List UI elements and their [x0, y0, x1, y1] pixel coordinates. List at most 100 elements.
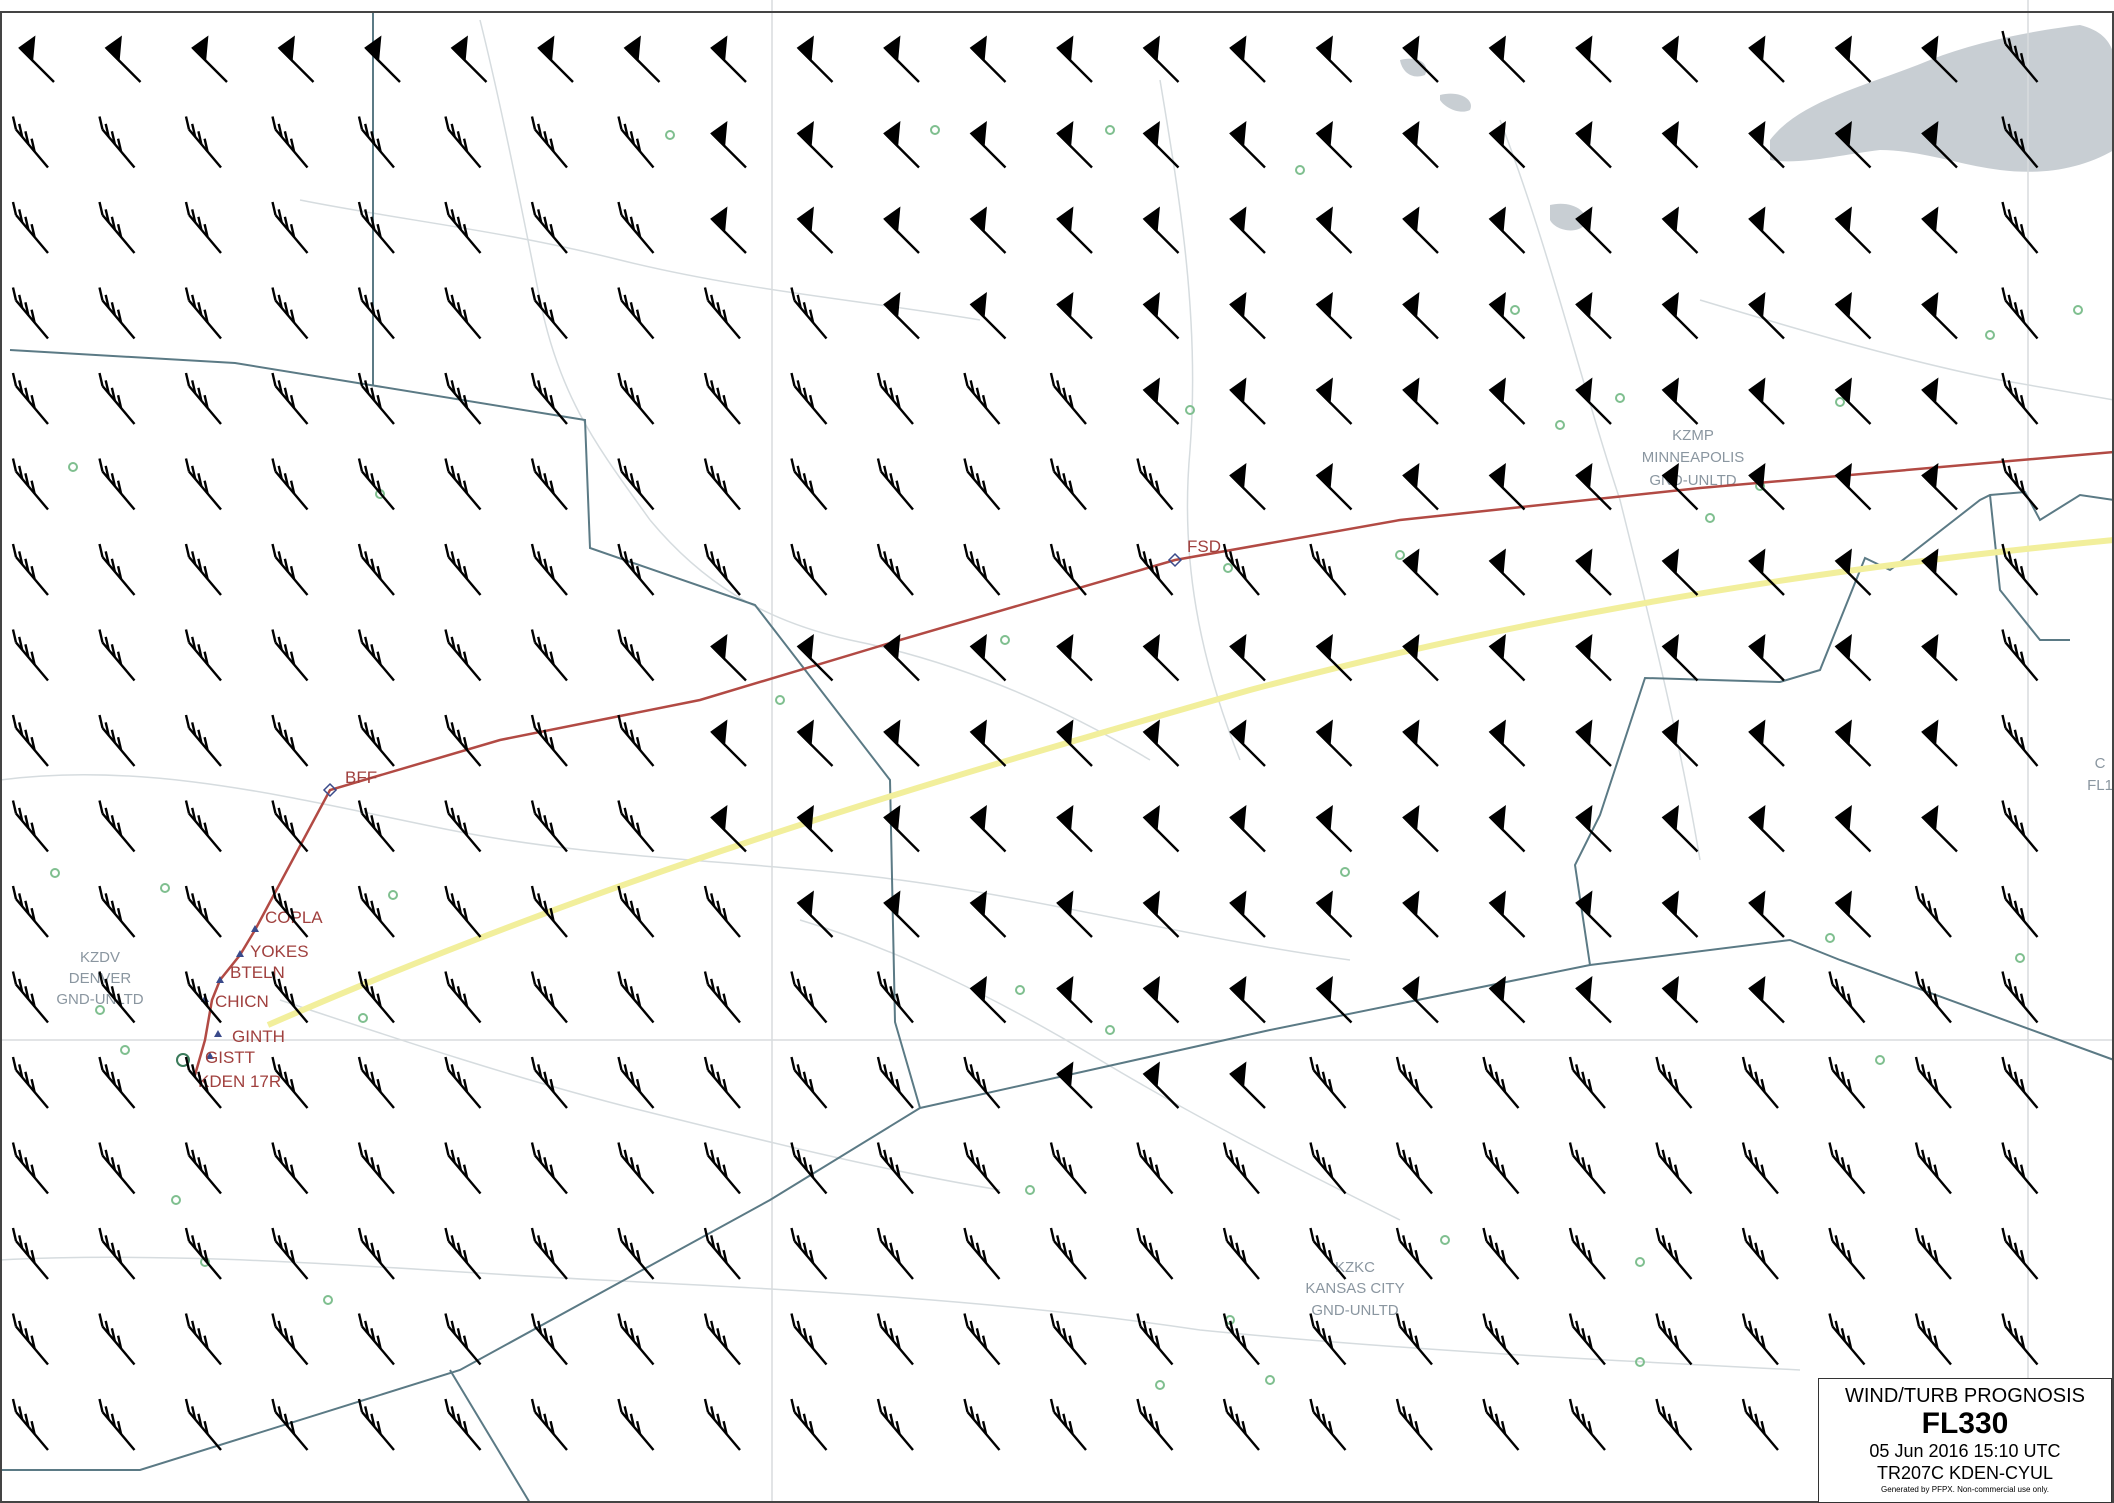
wind-barb [530, 1313, 568, 1366]
wind-barb [1142, 121, 1180, 169]
wind-barb [357, 201, 395, 254]
wind-barb [1655, 1142, 1693, 1195]
wind-barb [710, 35, 747, 83]
wind-barb [1222, 1142, 1260, 1195]
wind-barb [617, 287, 655, 340]
wind-barb [876, 458, 914, 511]
wind-barb [271, 372, 309, 425]
wind-barb [1402, 463, 1439, 511]
wind-barb [271, 116, 309, 169]
wind-barb [617, 458, 655, 511]
wind-barb [1834, 634, 1872, 682]
wind-barb [1828, 1227, 1866, 1280]
wind-barb [271, 287, 309, 340]
wind-barb [1488, 634, 1526, 682]
wind-barb [1748, 35, 1785, 83]
wind-barb [530, 971, 568, 1024]
airport-marker [50, 868, 60, 878]
wind-barb [357, 1142, 395, 1195]
wind-barb [1921, 548, 1958, 596]
fir-label-edge: C FL1 [2087, 755, 2113, 794]
wind-barb [184, 714, 222, 767]
airport-marker [1223, 563, 1233, 573]
wind-barb [530, 1227, 568, 1280]
wind-barb [1056, 292, 1093, 340]
wind-barb [1315, 35, 1353, 83]
wind-barb [1402, 121, 1439, 169]
legend-box: WIND/TURB PROGNOSIS FL330 05 Jun 2016 15… [1818, 1378, 2112, 1503]
wind-barb [790, 971, 828, 1024]
wind-barb [2001, 1142, 2039, 1195]
waypoint-label-bff: BFF [345, 768, 377, 787]
airport-marker [1835, 397, 1845, 407]
wind-barb [1834, 377, 1872, 425]
wind-barb [1828, 971, 1866, 1024]
wind-barb [1575, 35, 1612, 83]
wind-barb [2001, 885, 2039, 938]
airport-marker [1615, 393, 1625, 403]
wind-barb [11, 116, 49, 169]
wind-barb [1488, 206, 1526, 254]
wind-barb [703, 543, 741, 596]
wind-barb [1056, 634, 1093, 682]
wind-barb [969, 719, 1007, 767]
wind-barb [444, 372, 482, 425]
wind-barb [1136, 1398, 1174, 1451]
wind-barb [1049, 458, 1087, 511]
wind-barb [796, 805, 834, 853]
wind-barb [1655, 1056, 1693, 1109]
airport-marker [68, 462, 78, 472]
wind-barb [357, 1056, 395, 1109]
airport-marker-kden [176, 1053, 190, 1067]
wind-barb [796, 890, 834, 938]
waypoint-marker-yokes [236, 950, 244, 957]
wind-barb [1575, 121, 1612, 169]
wind-barb [1661, 976, 1699, 1024]
wind-barb [703, 1398, 741, 1451]
waypoint-marker-ginth [214, 1030, 222, 1037]
wind-barb [1402, 976, 1439, 1024]
wind-barb [1568, 1398, 1606, 1451]
lake-small-1 [1550, 203, 1586, 231]
wind-barb [1921, 463, 1958, 511]
wind-barb [1661, 548, 1699, 596]
wind-barb [104, 35, 142, 83]
wind-barb [796, 121, 834, 169]
airport-marker [1185, 405, 1195, 415]
wind-barb [1828, 1056, 1866, 1109]
wind-barb [1661, 634, 1699, 682]
airport-marker [95, 1005, 105, 1015]
wind-barb [1914, 885, 1952, 938]
wind-barb [876, 1227, 914, 1280]
wind-barb [963, 543, 1001, 596]
wind-barb [617, 372, 655, 425]
airport-marker [1635, 1357, 1645, 1367]
wind-barb [710, 805, 747, 853]
wind-barb [444, 201, 482, 254]
wind-barb [969, 976, 1007, 1024]
wind-barb [703, 971, 741, 1024]
wind-barb [876, 1313, 914, 1366]
wind-barb [1309, 1142, 1347, 1195]
svg-text:KZMP: KZMP [1672, 427, 1714, 444]
wind-barb [1661, 121, 1699, 169]
wind-barb [1402, 805, 1439, 853]
airport-marker [2015, 953, 2025, 963]
wind-barb [1834, 719, 1872, 767]
wind-barb [796, 719, 834, 767]
wind-barb [1914, 1056, 1952, 1109]
wind-barb [530, 116, 568, 169]
wind-barb [617, 1398, 655, 1451]
wind-barb [876, 1142, 914, 1195]
wind-barb [790, 287, 828, 340]
airport-marker [120, 1045, 130, 1055]
wind-barb [1834, 35, 1872, 83]
wind-barb [1834, 292, 1872, 340]
wind-barb [796, 35, 834, 83]
wind-barb [530, 372, 568, 425]
wind-barb [963, 1142, 1001, 1195]
wind-barb [1921, 805, 1958, 853]
wind-barb [444, 1142, 482, 1195]
wind-barb [1661, 805, 1699, 853]
